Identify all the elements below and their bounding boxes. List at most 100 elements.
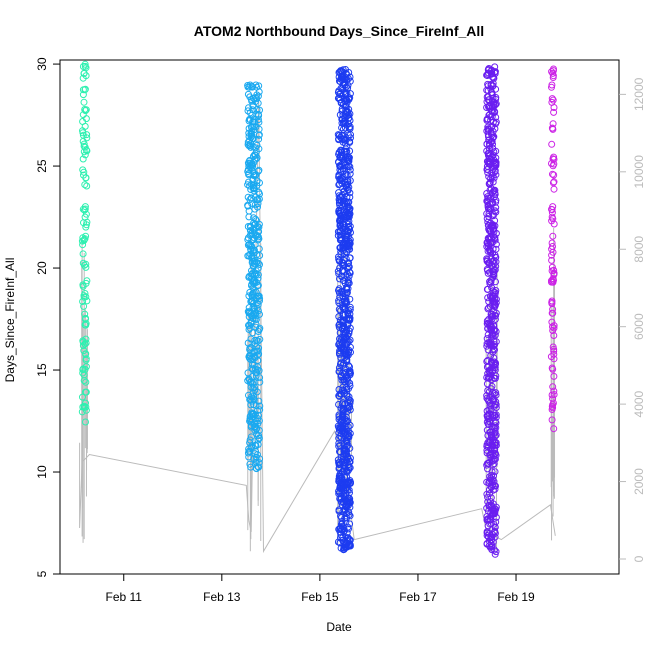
- x-tick-label: Feb 15: [301, 590, 339, 604]
- data-point: [83, 182, 91, 190]
- data-point: [548, 256, 556, 264]
- data-point: [250, 348, 258, 355]
- data-point: [344, 332, 352, 340]
- data-point: [338, 474, 346, 482]
- data-point: [549, 323, 556, 331]
- data-point: [338, 400, 346, 408]
- plot-frame: [59, 59, 620, 575]
- data-point: [254, 281, 262, 289]
- data-point: [484, 96, 492, 104]
- data-point: [255, 426, 263, 434]
- data-point: [82, 320, 90, 328]
- y-right-tick-label: 0: [632, 555, 646, 562]
- data-point: [341, 505, 349, 513]
- data-point: [487, 313, 495, 321]
- data-point: [341, 197, 349, 205]
- data-point: [336, 231, 344, 239]
- data-point: [484, 413, 491, 421]
- data-point: [489, 481, 497, 489]
- data-point: [335, 87, 343, 95]
- data-point: [82, 350, 90, 358]
- data-point: [339, 419, 347, 427]
- data-point: [487, 138, 495, 146]
- data-point: [245, 171, 253, 179]
- data-point: [492, 441, 500, 449]
- data-point: [491, 235, 499, 243]
- data-point: [342, 170, 350, 178]
- data-point: [550, 347, 558, 355]
- data-point: [79, 403, 87, 411]
- data-point: [244, 369, 252, 377]
- x-tick-label: Feb 19: [497, 590, 535, 604]
- data-point: [485, 111, 493, 119]
- data-point: [342, 518, 350, 526]
- data-point: [252, 309, 260, 317]
- data-point: [251, 386, 259, 394]
- data-point: [251, 349, 259, 357]
- data-point: [488, 173, 496, 181]
- data-point: [255, 459, 263, 467]
- data-point: [247, 335, 255, 343]
- data-point: [78, 408, 86, 416]
- data-point: [335, 181, 343, 189]
- x-tick-label: Feb 11: [106, 590, 143, 604]
- data-point: [550, 185, 558, 193]
- x-axis: Feb 11 Feb 13 Feb 15 Feb 17 Feb 19: [106, 574, 535, 604]
- data-point: [483, 239, 491, 246]
- data-point: [252, 259, 260, 266]
- data-point: [336, 68, 344, 76]
- data-point: [549, 383, 557, 391]
- data-point: [549, 395, 557, 403]
- data-point: [252, 442, 260, 450]
- data-point: [252, 267, 260, 275]
- data-point: [548, 217, 556, 225]
- data-point: [256, 378, 264, 386]
- y-tick-label: 30: [35, 57, 49, 71]
- data-point: [81, 143, 89, 151]
- data-point: [488, 310, 496, 318]
- data-point: [335, 401, 343, 408]
- data-point: [345, 232, 353, 240]
- data-point: [254, 463, 262, 471]
- data-point: [490, 345, 497, 353]
- y-axis-left: 5 10 15 20 25 30: [35, 57, 60, 577]
- data-point: [244, 449, 252, 457]
- data-point: [336, 275, 343, 283]
- data-point: [251, 257, 258, 265]
- data-point: [256, 297, 263, 305]
- data-point: [80, 142, 88, 150]
- data-point: [549, 275, 557, 283]
- data-point: [339, 498, 347, 506]
- data-point: [253, 106, 261, 114]
- data-point: [82, 107, 89, 115]
- data-point: [346, 236, 354, 244]
- data-point: [548, 140, 556, 148]
- data-point: [487, 322, 495, 330]
- data-point: [488, 449, 495, 457]
- data-point: [343, 147, 351, 155]
- data-point: [249, 379, 257, 387]
- data-point: [79, 86, 87, 94]
- data-point: [82, 263, 90, 271]
- data-point: [548, 239, 556, 247]
- data-point: [246, 182, 254, 190]
- data-point: [347, 131, 354, 139]
- data-point: [81, 60, 89, 68]
- data-point: [255, 344, 263, 352]
- data-point: [492, 147, 500, 155]
- data-point: [550, 178, 558, 186]
- data-point: [245, 353, 253, 361]
- data-point: [82, 378, 90, 386]
- data-point: [486, 399, 494, 407]
- data-point: [246, 436, 254, 444]
- data-point: [344, 407, 351, 415]
- data-point: [489, 330, 497, 338]
- data-point: [82, 293, 90, 301]
- data-point: [336, 539, 344, 547]
- data-point: [549, 170, 556, 178]
- data-point: [345, 396, 353, 403]
- scatter-points: [78, 60, 558, 558]
- data-point: [249, 365, 257, 373]
- data-point: [488, 70, 495, 78]
- data-point: [244, 181, 252, 189]
